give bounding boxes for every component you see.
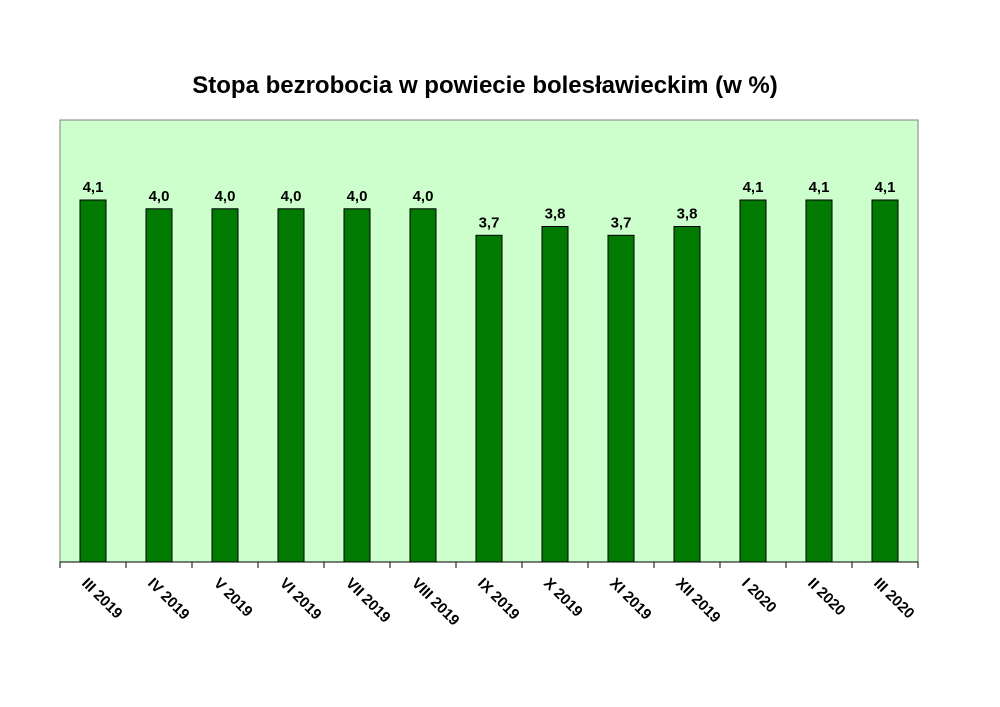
- data-labels-group: 4,1 4,0 4,0 4,0 4,0 4,0 3,7 3,8 3,7 3,8 4,1 4,1 4,1: [83, 179, 896, 231]
- x-tick-label: IX 2019: [474, 575, 523, 624]
- data-label: 4,1: [83, 179, 104, 196]
- data-label: 4,1: [809, 179, 830, 196]
- x-tick-label: V 2019: [210, 575, 256, 621]
- data-label: 4,0: [215, 188, 236, 205]
- bar: [871, 199, 899, 563]
- data-label: 4,1: [743, 179, 764, 196]
- x-tick-label: I 2020: [738, 575, 780, 617]
- bar: [277, 208, 305, 563]
- bar: [145, 208, 173, 563]
- x-tick-label: X 2019: [540, 575, 586, 621]
- bar: [79, 199, 107, 563]
- bar: [343, 208, 371, 563]
- data-label: 4,0: [347, 188, 368, 205]
- x-tick-label: XII 2019: [672, 575, 724, 627]
- data-label: 3,8: [677, 206, 698, 223]
- bar: [673, 226, 701, 563]
- x-tick-labels-group: III 2019 IV 2019 V 2019 VI 2019 VII 2019 VIII…: [78, 575, 917, 629]
- x-tick-label: VII 2019: [342, 575, 394, 627]
- bar: [805, 199, 833, 563]
- data-label: 4,0: [413, 188, 434, 205]
- x-ticks-group: [59, 562, 919, 568]
- data-label: 3,7: [611, 214, 632, 231]
- data-label: 3,8: [545, 206, 566, 223]
- x-tick-label: III 2020: [870, 575, 917, 622]
- data-label: 4,1: [875, 179, 896, 196]
- bar: [409, 208, 437, 563]
- x-tick-label: II 2020: [804, 575, 848, 619]
- bar: [541, 226, 569, 563]
- bar: [211, 208, 239, 563]
- x-tick-label: III 2019: [78, 575, 125, 622]
- data-label: 4,0: [281, 188, 302, 205]
- bar: [475, 234, 503, 563]
- bars-group: [79, 199, 899, 563]
- x-tick-label: IV 2019: [144, 575, 193, 624]
- chart-title: Stopa bezrobocia w powiecie bolesławieck…: [192, 72, 778, 99]
- data-label: 3,7: [479, 214, 500, 231]
- data-label: 4,0: [149, 188, 170, 205]
- x-tick-label: VI 2019: [276, 575, 325, 624]
- bar: [607, 234, 635, 563]
- x-tick-label: XI 2019: [606, 575, 655, 624]
- x-tick-label: VIII 2019: [408, 575, 462, 629]
- bar: [739, 199, 767, 563]
